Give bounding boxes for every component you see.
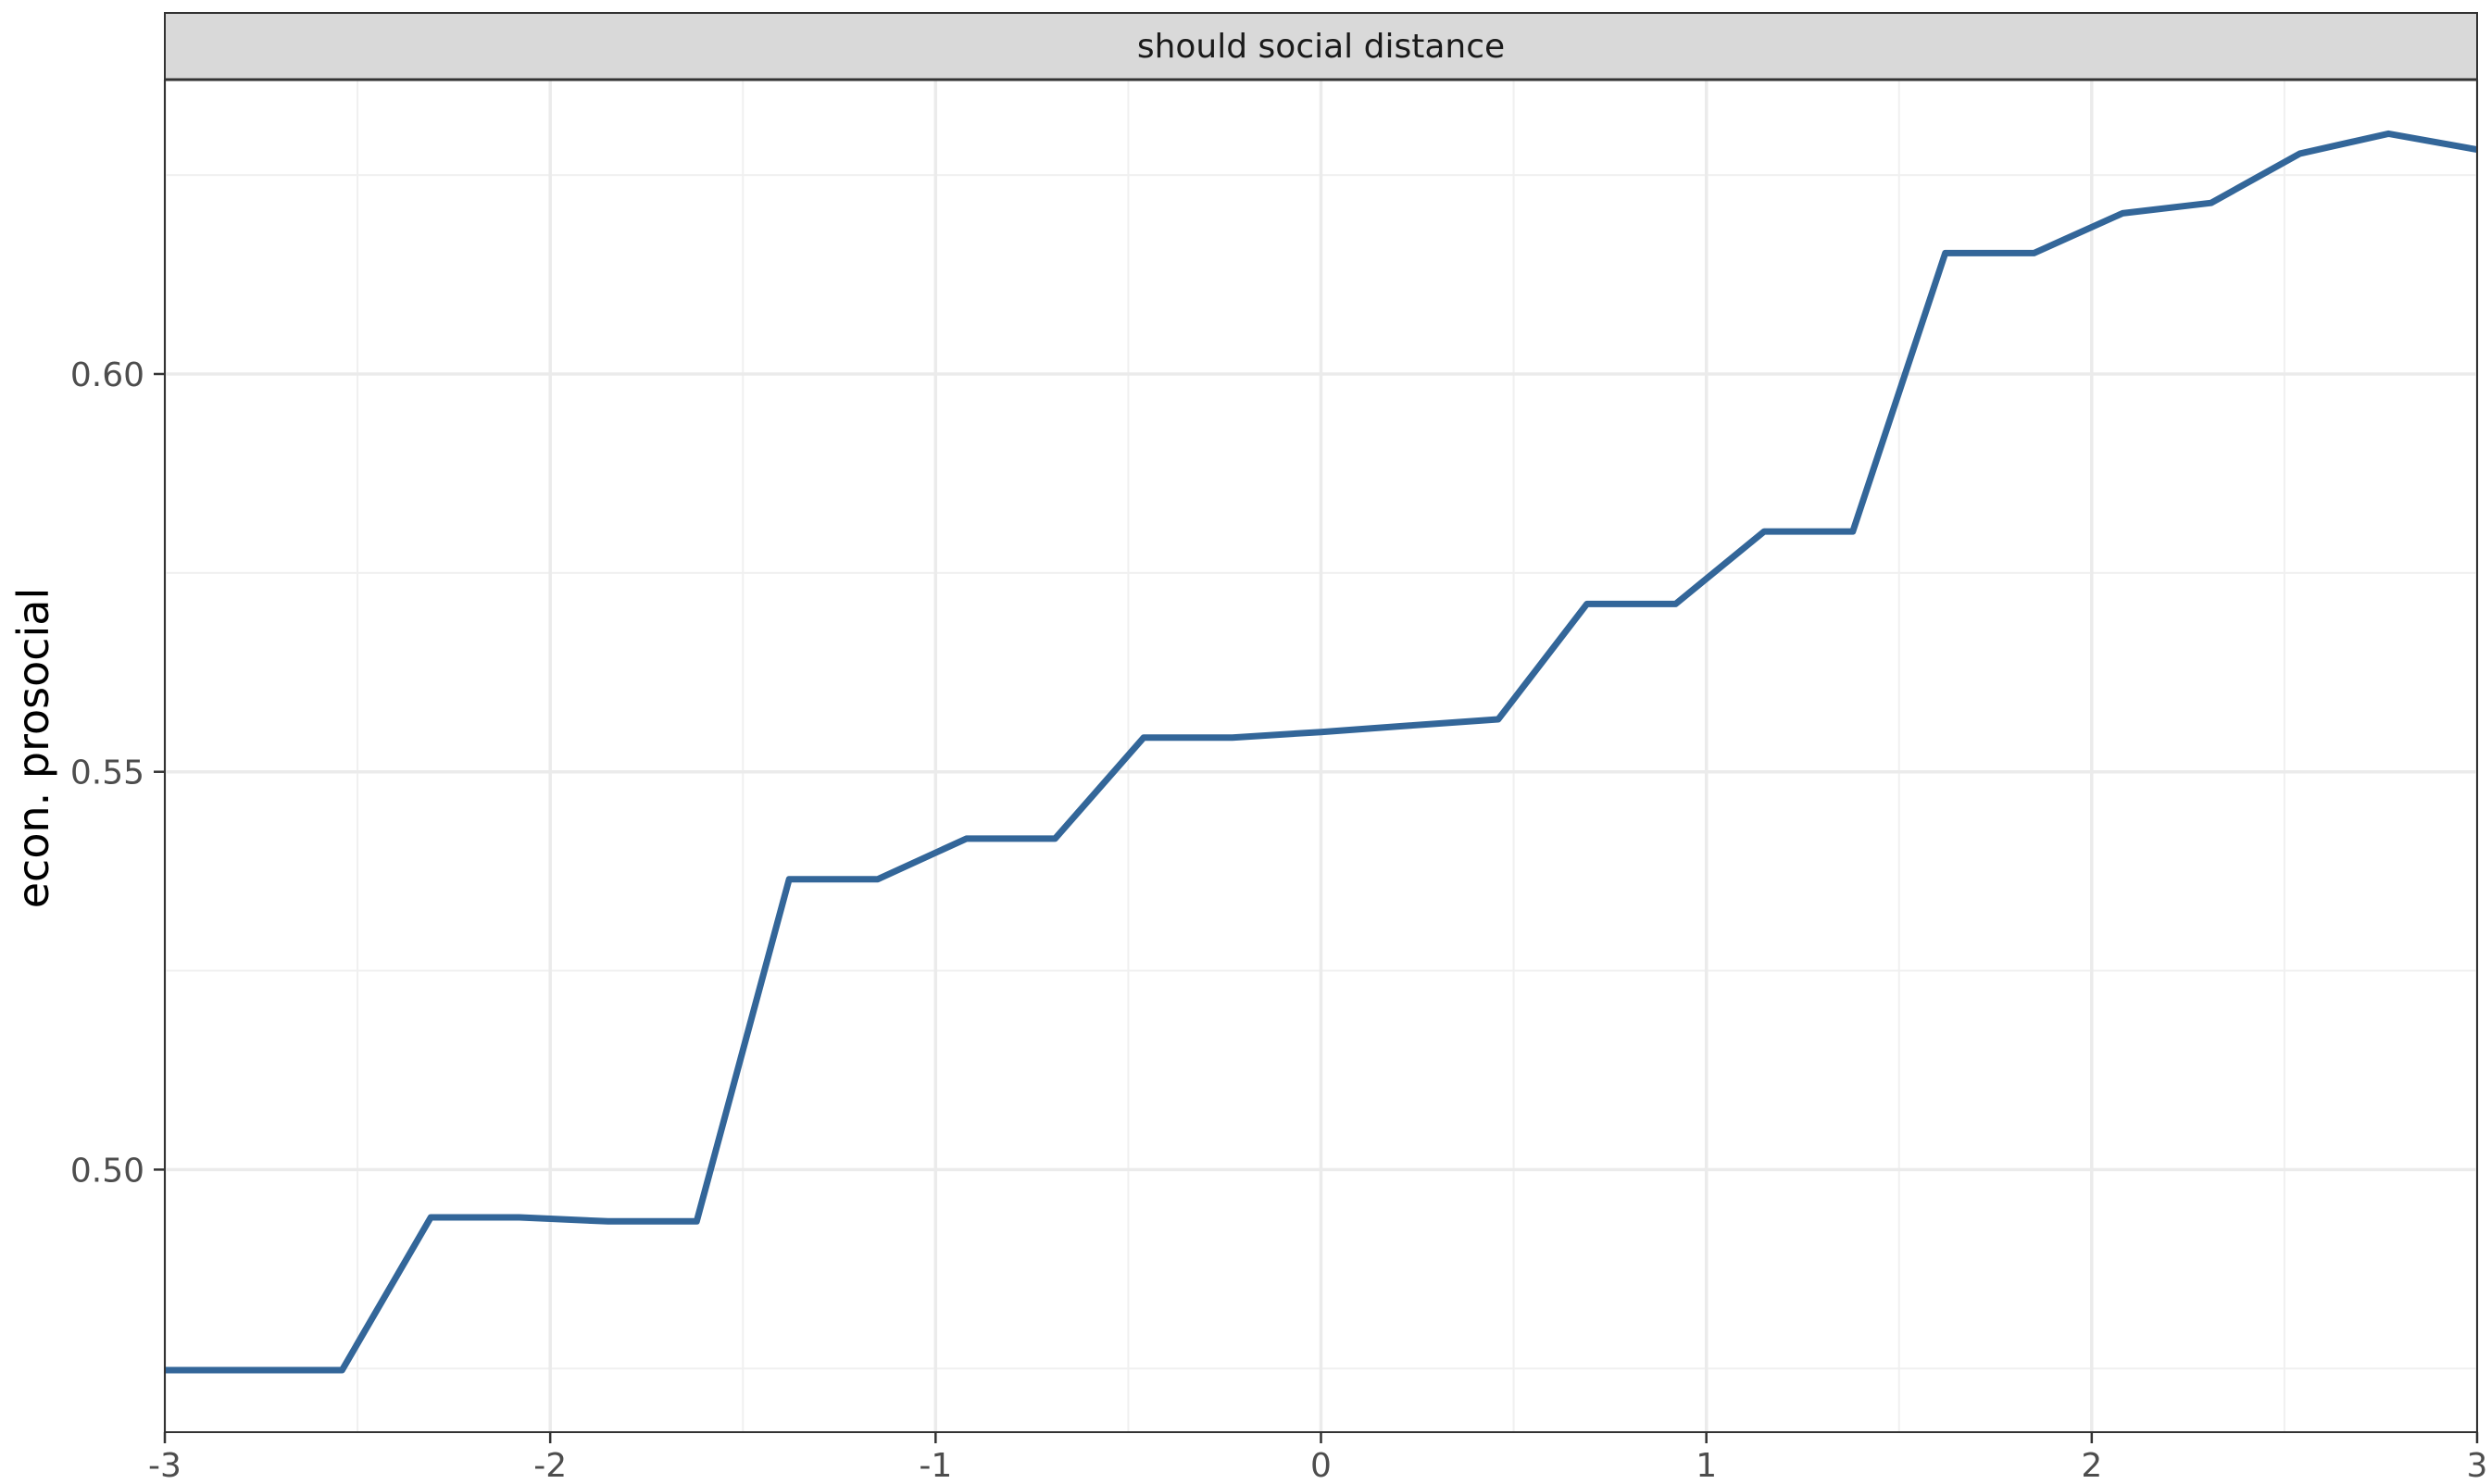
- y-tick-label: 0.60: [70, 356, 144, 394]
- x-axis: -3 -2 -1 0 1 2 3: [148, 1432, 2487, 1484]
- x-tick-label: -2: [533, 1447, 567, 1484]
- x-tick-label: 3: [2467, 1447, 2488, 1484]
- y-axis: 0.50 0.55 0.60: [70, 356, 165, 1190]
- x-tick-label: 0: [1310, 1447, 1332, 1484]
- x-tick-label: -1: [919, 1447, 952, 1484]
- x-tick-label: 1: [1696, 1447, 1717, 1484]
- x-tick-label: 2: [2081, 1447, 2102, 1484]
- facet-label: should social distance: [1137, 28, 1505, 66]
- y-tick-label: 0.50: [70, 1152, 144, 1190]
- facet-strip: [164, 12, 2478, 81]
- series-layer: [165, 130, 2478, 1374]
- y-tick-label: 0.55: [70, 754, 144, 792]
- series-line: [165, 130, 2478, 1374]
- x-tick-label: -3: [148, 1447, 182, 1484]
- y-axis-title: econ. prosocial: [8, 588, 58, 909]
